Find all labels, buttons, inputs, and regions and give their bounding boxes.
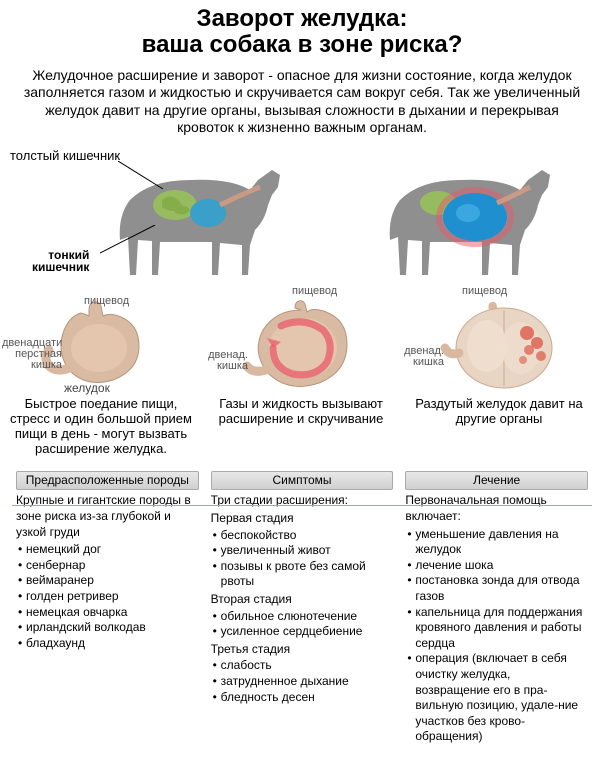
- stage1-label: Первая стадия: [211, 511, 394, 527]
- title-line-1: Заворот желудка:: [10, 6, 594, 32]
- list-item: немецкий дог: [16, 542, 199, 558]
- title-line-2: ваша собака в зоне риска?: [10, 32, 594, 58]
- list-item: затрудненное дыхание: [211, 674, 394, 690]
- symptoms-intro: Три стадии расширения:: [211, 493, 394, 509]
- list-item: усиленное сердцебиение: [211, 624, 394, 640]
- list-item: капельница для поддержания кровяного дав…: [405, 605, 588, 652]
- list-item: увеличенный живот: [211, 543, 394, 559]
- treatment-list: уменьшение давления на желудоклечение шо…: [405, 527, 588, 745]
- col-head-treatment: Лечение: [405, 471, 588, 491]
- col-head-breeds: Предрасположенные породы: [16, 471, 199, 491]
- label-duodenum-2: двенад.кишка: [200, 350, 248, 372]
- list-item: лечение шока: [405, 558, 588, 574]
- list-item: сенбернар: [16, 558, 199, 574]
- pointer-line: [118, 161, 168, 191]
- stomach-stage-3: [429, 298, 569, 393]
- diagram-area: толстый кишечник тонкийкишечник двенадца…: [0, 143, 604, 463]
- stage1-list: беспокойствоувеличенный животпозывы к рв…: [211, 528, 394, 590]
- list-item: бладхаунд: [16, 636, 199, 652]
- breeds-intro: Крупные и гигантские породы в зоне риска…: [16, 493, 199, 540]
- stage-2-caption: Газы и жидкость вызывают расширение и ск…: [206, 397, 396, 427]
- stage-2: двенад.кишка пищевод Газы и жидкость выз…: [206, 298, 396, 427]
- list-item: слабость: [211, 658, 394, 674]
- label-esophagus-1: пищевод: [84, 296, 129, 307]
- dog-bloated: [370, 145, 570, 285]
- list-item: операция (включает в себя очистку желудк…: [405, 651, 588, 745]
- stomach-stage-2: [231, 298, 371, 393]
- stomach-stages-row: двенадцатиперстнаякишка пищевод желудок …: [0, 298, 604, 468]
- stage3-list: слабостьзатрудненное дыханиебледность де…: [211, 658, 394, 705]
- label-duodenum-1: двенадцатиперстнаякишка: [2, 338, 62, 371]
- col-symptoms: Симптомы Три стадии расширения: Первая с…: [205, 471, 400, 745]
- label-esophagus-2: пищевод: [292, 286, 337, 297]
- stage2-list: обильное слюнотечениеусиленное сердцебие…: [211, 609, 394, 640]
- intro-text: Желудочное расширение и заворот - опасно…: [0, 63, 604, 143]
- stage-3-caption: Раздутый желудок давит на другие органы: [404, 397, 594, 427]
- stage3-label: Третья стадия: [211, 642, 394, 658]
- list-item: уменьшение давления на желудок: [405, 527, 588, 558]
- list-item: голден ретривер: [16, 589, 199, 605]
- label-esophagus-3: пищевод: [462, 286, 507, 297]
- col-breeds: Предрасположенные породы Крупные и гиган…: [10, 471, 205, 745]
- stage-3: двенад.кишка пищевод Раздутый желудок да…: [404, 298, 594, 427]
- breeds-list: немецкий догсенбернарвеймаранерголден ре…: [16, 542, 199, 651]
- label-duodenum-3: двенад.кишка: [396, 346, 444, 368]
- list-item: ирландский волкодав: [16, 620, 199, 636]
- stage2-label: Вторая стадия: [211, 592, 394, 608]
- label-small-intestine: тонкийкишечник: [32, 249, 89, 274]
- label-stomach-1: желудок: [64, 382, 110, 394]
- list-item: позывы к рвоте без самой рвоты: [211, 559, 394, 590]
- treatment-intro: Первоначальная помощь включает:: [405, 493, 588, 524]
- label-large-intestine: толстый кишечник: [10, 149, 120, 163]
- list-item: обильное слюнотечение: [211, 609, 394, 625]
- stage-1: двенадцатиперстнаякишка пищевод желудок …: [6, 298, 196, 457]
- list-item: постановка зонда для отвода газов: [405, 573, 588, 604]
- list-item: немецкая овчарка: [16, 605, 199, 621]
- list-item: веймаранер: [16, 573, 199, 589]
- stage-1-caption: Быстрое поедание пищи, стресс и один бол…: [6, 397, 196, 457]
- divider-top: [12, 505, 592, 506]
- list-item: бледность десен: [211, 690, 394, 706]
- col-treatment: Лечение Первоначальная помощь включает: …: [399, 471, 594, 745]
- list-item: беспокойство: [211, 528, 394, 544]
- pointer-line: [100, 225, 160, 255]
- col-head-symptoms: Симптомы: [211, 471, 394, 491]
